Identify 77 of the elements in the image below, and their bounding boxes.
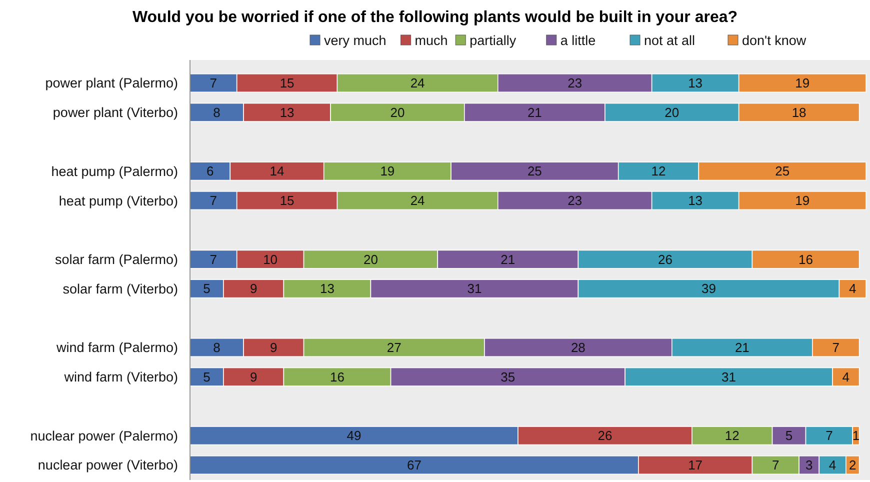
data-label: 23	[568, 76, 582, 91]
data-label: 7	[210, 252, 218, 267]
data-label: 7	[210, 76, 218, 91]
data-label: 20	[390, 104, 405, 120]
data-label: 12	[651, 164, 666, 179]
data-label: 4	[828, 458, 836, 473]
data-label: 6	[206, 164, 214, 179]
data-label: 25	[775, 164, 790, 179]
legend-label: very much	[324, 33, 386, 48]
data-label: 18	[792, 104, 806, 120]
data-label: 26	[658, 252, 672, 267]
y-tick-label: nuclear power (Palermo)	[30, 428, 178, 444]
y-tick-label: solar farm (Viterbo)	[62, 281, 178, 296]
data-label: 5	[203, 369, 210, 384]
data-label: 4	[848, 281, 856, 296]
data-label: 15	[280, 76, 294, 91]
y-tick-label: heat pump (Viterbo)	[58, 193, 178, 208]
data-label: 21	[527, 104, 542, 120]
data-label: 7	[832, 340, 840, 356]
data-label: 31	[722, 369, 736, 384]
data-label: 16	[330, 369, 344, 384]
data-label: 7	[210, 193, 218, 208]
data-label: 67	[406, 458, 422, 473]
data-label: 19	[795, 76, 810, 91]
data-label: 14	[270, 164, 284, 179]
legend-label: partially	[470, 33, 516, 48]
data-label: 13	[688, 76, 703, 91]
data-label: 20	[363, 252, 378, 267]
data-label: 10	[263, 252, 278, 267]
data-label: 19	[795, 193, 810, 208]
data-label: 9	[250, 281, 258, 296]
data-label: 26	[598, 428, 612, 444]
data-label: 25	[527, 164, 542, 179]
data-label: 5	[203, 281, 210, 296]
data-label: 7	[826, 428, 833, 444]
data-label: 9	[250, 369, 258, 384]
y-tick-label: nuclear power (Viterbo)	[38, 458, 178, 473]
data-label: 3	[805, 458, 813, 473]
data-label: 9	[270, 340, 278, 356]
data-label: 39	[701, 281, 716, 296]
data-label: 24	[410, 193, 425, 208]
data-label: 23	[568, 193, 582, 208]
data-label: 28	[570, 340, 586, 356]
data-label: 1	[852, 428, 860, 444]
data-label: 21	[500, 252, 516, 267]
y-tick-label: solar farm (Palermo)	[54, 252, 178, 268]
data-label: 7	[772, 458, 780, 473]
data-label: 20	[664, 104, 680, 120]
legend-label: a little	[560, 33, 596, 48]
data-label: 31	[467, 281, 482, 296]
data-label: 12	[724, 428, 740, 444]
data-label: 15	[280, 193, 294, 208]
y-tick-label: power plant (Viterbo)	[52, 105, 178, 120]
data-label: 8	[213, 104, 220, 120]
data-label: 4	[842, 369, 850, 384]
data-label: 13	[320, 281, 334, 296]
data-label: 17	[688, 458, 703, 473]
chart-title: Would you be worried if one of the following plants would be built in your area?	[132, 9, 738, 26]
y-tick-label: heat pump (Palermo)	[51, 164, 178, 179]
data-label: 5	[785, 428, 793, 444]
y-tick-label: power plant (Palermo)	[45, 76, 178, 91]
data-label: 19	[380, 164, 395, 179]
data-label: 16	[798, 252, 813, 267]
legend-label: much	[414, 33, 448, 48]
data-label: 13	[688, 193, 703, 208]
y-tick-label: wind farm (Viterbo)	[63, 370, 178, 385]
legend-label: not at all	[644, 33, 696, 48]
data-label: 2	[848, 458, 856, 473]
data-label: 49	[346, 428, 362, 444]
data-label: 24	[410, 76, 425, 91]
data-label: 27	[386, 340, 402, 356]
data-label: 13	[280, 104, 294, 120]
data-label: 35	[500, 369, 516, 384]
legend-label: don't know	[742, 33, 806, 48]
data-label: 21	[734, 340, 750, 356]
data-label: 8	[213, 340, 220, 356]
y-tick-label: wind farm (Palermo)	[55, 340, 178, 356]
